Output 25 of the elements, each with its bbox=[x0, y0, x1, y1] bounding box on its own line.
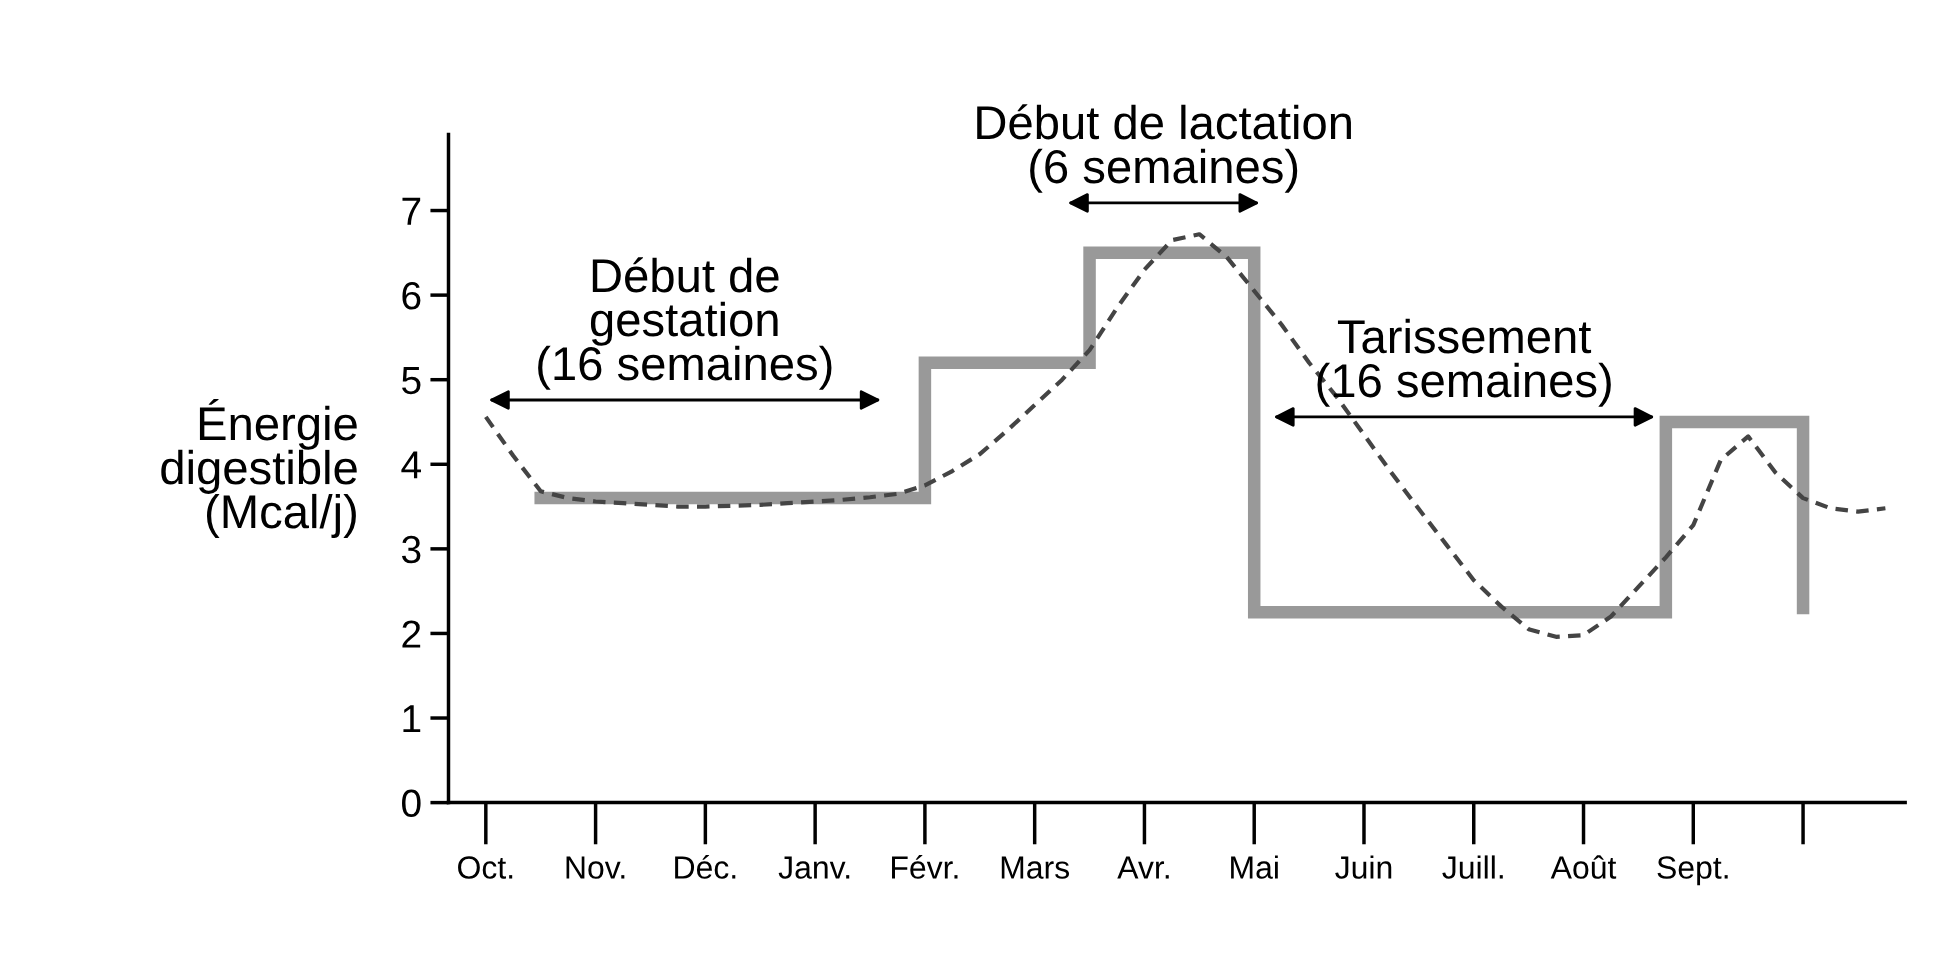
annotation: Tarissement (16 semaines) bbox=[1317, 318, 1611, 407]
x-tick-label: Juill. bbox=[1442, 855, 1503, 879]
y-tick-label: 2 bbox=[402, 620, 421, 648]
y-tick-label: 0 bbox=[402, 789, 421, 818]
x-tick-label: Sept. bbox=[1657, 856, 1728, 886]
x-tick-label: Juin bbox=[1335, 855, 1392, 879]
y-axis-title: Énergie digestible (Mcal/j) bbox=[161, 399, 357, 538]
x-tick-label: Févr. bbox=[892, 855, 958, 879]
y-tick-label: 4 bbox=[401, 451, 421, 479]
y-tick-label: 5 bbox=[402, 367, 421, 395]
annotation: Début de lactation (6 semaines) bbox=[977, 104, 1351, 193]
y-tick-label: 3 bbox=[401, 535, 421, 564]
x-tick-label: Avr. bbox=[1117, 856, 1169, 879]
x-tick-label: Déc. bbox=[675, 855, 736, 879]
x-tick-label: Mars bbox=[1001, 856, 1070, 879]
y-tick-label: 7 bbox=[402, 197, 421, 225]
y-tick-label: 6 bbox=[402, 282, 421, 310]
x-tick-label: Nov. bbox=[566, 856, 625, 879]
x-tick-label: Mai bbox=[1231, 855, 1278, 879]
x-tick-label: Août bbox=[1550, 855, 1617, 879]
y-tick-label: 1 bbox=[403, 705, 421, 733]
x-tick-label: Oct. bbox=[458, 856, 513, 879]
x-tick-label: Janv. bbox=[778, 856, 850, 879]
line-series bbox=[483, 232, 1888, 639]
annotation: Début de gestation (16 semaines) bbox=[538, 257, 832, 390]
